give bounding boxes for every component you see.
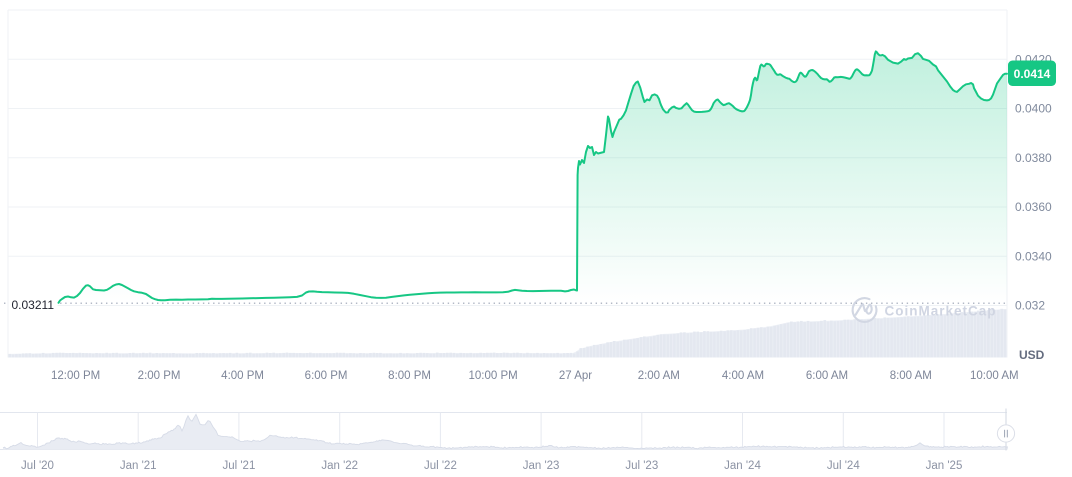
svg-text:Jul '24: Jul '24 bbox=[827, 460, 860, 472]
svg-text:Jan '25: Jan '25 bbox=[926, 460, 963, 472]
svg-text:USD: USD bbox=[1019, 348, 1045, 362]
svg-text:0.0360: 0.0360 bbox=[1015, 200, 1052, 214]
svg-text:12:00 PM: 12:00 PM bbox=[51, 370, 100, 382]
svg-text:Jan '24: Jan '24 bbox=[724, 460, 761, 472]
svg-text:10:00 AM: 10:00 AM bbox=[970, 370, 1019, 382]
svg-text:6:00 PM: 6:00 PM bbox=[305, 370, 348, 382]
svg-text:6:00 AM: 6:00 AM bbox=[806, 370, 848, 382]
svg-text:2:00 AM: 2:00 AM bbox=[638, 370, 680, 382]
svg-text:2:00 PM: 2:00 PM bbox=[138, 370, 181, 382]
svg-text:Jul '23: Jul '23 bbox=[625, 460, 658, 472]
svg-text:Jan '22: Jan '22 bbox=[321, 460, 358, 472]
svg-text:0.032: 0.032 bbox=[1015, 299, 1045, 313]
svg-text:27 Apr: 27 Apr bbox=[559, 370, 592, 382]
svg-text:Jul '22: Jul '22 bbox=[424, 460, 457, 472]
svg-text:0.0380: 0.0380 bbox=[1015, 151, 1052, 165]
svg-text:0.03211: 0.03211 bbox=[12, 298, 55, 312]
svg-text:0.0414: 0.0414 bbox=[1014, 67, 1051, 81]
svg-text:8:00 AM: 8:00 AM bbox=[890, 370, 932, 382]
svg-text:0.0400: 0.0400 bbox=[1015, 102, 1052, 116]
svg-text:4:00 PM: 4:00 PM bbox=[221, 370, 264, 382]
svg-text:8:00 PM: 8:00 PM bbox=[388, 370, 431, 382]
svg-text:4:00 AM: 4:00 AM bbox=[722, 370, 764, 382]
svg-text:0.0340: 0.0340 bbox=[1015, 250, 1052, 264]
svg-text:Jan '21: Jan '21 bbox=[120, 460, 157, 472]
svg-text:10:00 PM: 10:00 PM bbox=[468, 370, 517, 382]
svg-text:Jul '20: Jul '20 bbox=[21, 460, 54, 472]
svg-text:Jul '21: Jul '21 bbox=[222, 460, 255, 472]
svg-text:Jan '23: Jan '23 bbox=[523, 460, 560, 472]
